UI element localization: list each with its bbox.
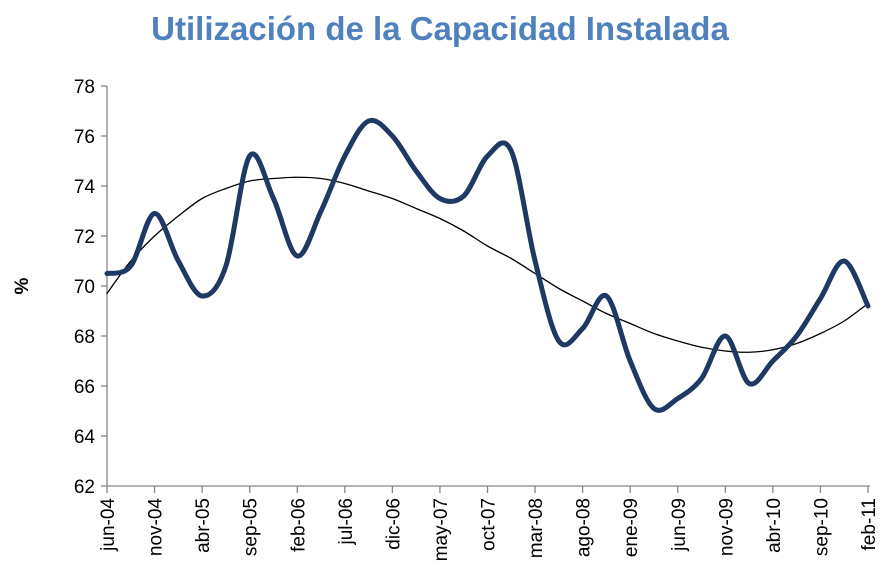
y-tick-label: 74 [74,177,96,198]
x-tick-label: feb-06 [288,498,309,552]
x-tick-label: nov-09 [716,498,737,556]
x-tick-label: jun-04 [98,498,119,552]
x-tick-label: ago-08 [574,498,595,557]
x-tick-label: nov-04 [146,498,167,557]
y-tick-label: 78 [74,77,95,98]
x-tick-label: sep-10 [811,498,832,556]
x-tick-label: jul-06 [336,498,357,545]
x-tick-label: may-07 [431,498,452,561]
y-tick-label: 68 [74,327,95,348]
x-tick-label: abr-05 [193,498,214,553]
line [106,176,869,353]
y-axis-label: % [12,277,33,294]
y-tick-label: 70 [74,277,95,298]
line [104,117,871,413]
x-tick-label: jun-09 [669,498,690,552]
y-tick-label: 72 [74,227,95,248]
y-tick-label: 64 [74,427,96,448]
x-tick-label: ene-09 [621,498,642,557]
x-tick-label: abr-10 [764,498,785,553]
y-tick-label: 76 [74,127,95,148]
y-tick-label: 66 [74,377,95,398]
x-tick-label: oct-07 [479,498,500,551]
x-tick-label: feb-11 [859,498,880,550]
x-tick-label: dic-06 [383,498,404,550]
chart-title: Utilización de la Capacidad Instalada [151,10,729,47]
x-tick-label: mar-08 [526,498,547,558]
y-tick-label: 62 [74,477,95,498]
x-tick-label: sep-05 [241,498,262,556]
